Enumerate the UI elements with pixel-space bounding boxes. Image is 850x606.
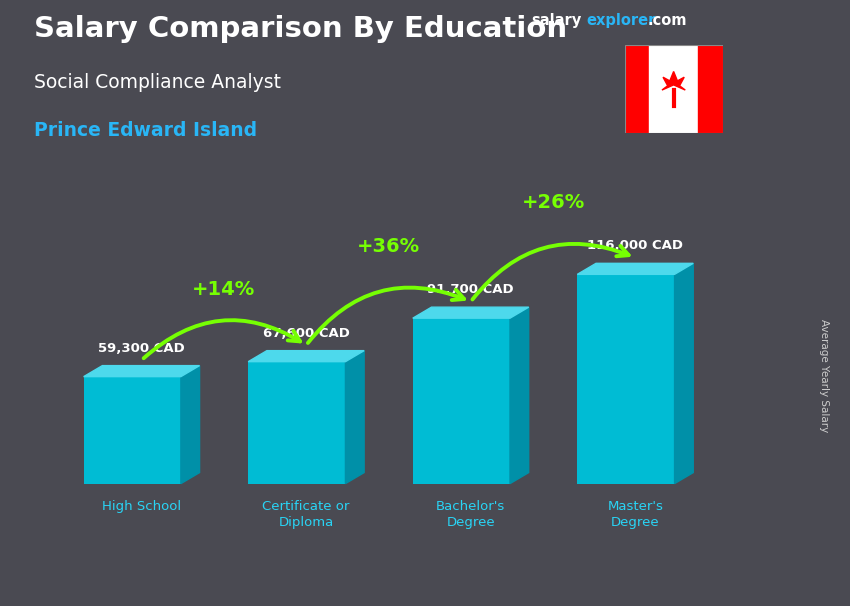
Text: Social Compliance Analyst: Social Compliance Analyst [34,73,281,92]
Text: 116,000 CAD: 116,000 CAD [587,239,683,252]
Text: Average Yearly Salary: Average Yearly Salary [819,319,829,432]
Polygon shape [345,351,364,484]
Bar [649,45,698,133]
Polygon shape [181,365,200,484]
Text: 67,600 CAD: 67,600 CAD [263,327,349,339]
FancyBboxPatch shape [413,318,510,484]
Polygon shape [83,365,200,377]
Text: 59,300 CAD: 59,300 CAD [99,342,185,355]
Text: Master's
Degree: Master's Degree [608,500,663,529]
Polygon shape [577,264,694,275]
FancyBboxPatch shape [248,362,345,484]
Text: explorer: explorer [586,13,656,28]
Bar [625,45,649,133]
Text: .com: .com [648,13,687,28]
Text: salary: salary [531,13,581,28]
Text: +36%: +36% [357,237,420,256]
Bar [698,45,722,133]
Text: 91,700 CAD: 91,700 CAD [428,283,514,296]
Polygon shape [675,264,694,484]
Text: Bachelor's
Degree: Bachelor's Degree [436,500,506,529]
Text: +26%: +26% [521,193,585,212]
Text: Salary Comparison By Education: Salary Comparison By Education [34,15,567,43]
Polygon shape [662,72,685,90]
FancyBboxPatch shape [577,275,675,484]
Text: Prince Edward Island: Prince Edward Island [34,121,257,140]
Polygon shape [413,307,529,318]
Text: High School: High School [102,500,181,513]
Polygon shape [510,307,529,484]
FancyBboxPatch shape [83,377,181,484]
Polygon shape [248,351,364,362]
Text: +14%: +14% [192,281,256,299]
Text: Certificate or
Diploma: Certificate or Diploma [263,500,350,529]
